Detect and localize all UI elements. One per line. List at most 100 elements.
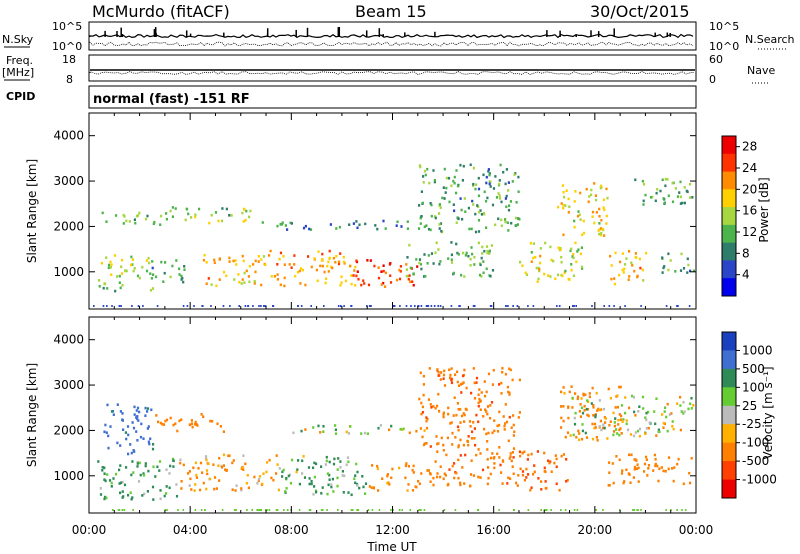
heatmap-cell [332, 490, 335, 493]
heatmap-cell [350, 274, 353, 277]
heatmap-cell [599, 186, 602, 190]
heatmap-cell [384, 271, 387, 275]
heatmap-cell [634, 414, 637, 417]
heatmap-cell [182, 463, 185, 467]
heatmap-cell [182, 280, 185, 284]
heatmap-cell [679, 180, 682, 184]
heatmap-cell [419, 222, 422, 225]
heatmap-cell [679, 404, 682, 407]
heatmap-cell [667, 456, 671, 459]
heatmap-cell [135, 409, 138, 412]
colorbar-tick-label: -1000 [742, 473, 777, 487]
heatmap-cell [417, 479, 420, 483]
heatmap-cell [669, 259, 672, 262]
ground-scatter-cell [123, 509, 126, 511]
ground-scatter-cell [222, 305, 225, 307]
heatmap-cell [376, 467, 379, 471]
heatmap-cell [658, 430, 661, 434]
heatmap-cell [303, 476, 307, 479]
heatmap-cell [382, 281, 385, 285]
colorbar-swatch [722, 424, 736, 444]
heatmap-cell [451, 431, 454, 435]
heatmap-cell [486, 458, 489, 461]
heatmap-cell [573, 200, 576, 203]
heatmap-cell [200, 413, 203, 416]
heatmap-cell [172, 465, 175, 468]
heatmap-cell [654, 422, 657, 426]
heatmap-cell [179, 458, 182, 462]
y-tick-label: 4000 [53, 129, 84, 143]
heatmap-cell [162, 423, 166, 426]
heatmap-cell [513, 173, 516, 176]
heatmap-cell [571, 396, 574, 400]
heatmap-cell [586, 399, 589, 402]
heatmap-cell [507, 476, 510, 480]
heatmap-cell [102, 286, 105, 290]
heatmap-cell [205, 261, 208, 264]
heatmap-cell [503, 428, 506, 431]
heatmap-cell [524, 271, 527, 275]
heatmap-cell [483, 190, 486, 194]
heatmap-cell [434, 251, 437, 255]
heatmap-cell [561, 184, 564, 187]
heatmap-cell [210, 213, 213, 217]
heatmap-cell [453, 396, 456, 399]
heatmap-cell [637, 480, 640, 483]
heatmap-cell [221, 466, 224, 469]
nsky-tick-bottom: 10^0 [52, 40, 82, 53]
heatmap-cell [131, 496, 134, 499]
heatmap-cell [485, 432, 488, 436]
heatmap-cell [146, 427, 149, 430]
heatmap-cell [490, 401, 494, 404]
heatmap-cell [644, 193, 647, 197]
heatmap-cell [406, 489, 409, 492]
heatmap-cell [418, 258, 422, 261]
heatmap-cell [372, 486, 375, 490]
heatmap-cell [459, 163, 462, 167]
heatmap-cell [391, 467, 394, 471]
heatmap-cell [504, 220, 507, 224]
heatmap-cell [603, 426, 606, 430]
heatmap-cell [450, 253, 453, 257]
heatmap-cell [185, 207, 189, 211]
ground-scatter-cell [572, 305, 574, 307]
heatmap-cell [227, 454, 230, 458]
heatmap-cell [119, 444, 122, 447]
heatmap-cell [313, 475, 316, 479]
heatmap-cell [190, 216, 193, 219]
heatmap-cell [591, 437, 595, 441]
heatmap-cell [297, 459, 300, 462]
heatmap-cell [459, 197, 462, 200]
heatmap-cell [604, 421, 607, 424]
heatmap-cell [411, 489, 415, 492]
ground-scatter-cell [507, 305, 509, 307]
heatmap-cell [576, 395, 580, 399]
heatmap-cell [690, 407, 693, 410]
heatmap-cell [252, 263, 255, 266]
heatmap-cell [172, 459, 175, 463]
heatmap-cell [107, 263, 111, 267]
heatmap-cell [300, 429, 303, 433]
freq-tick-top: 18 [62, 53, 76, 66]
heatmap-cell [175, 259, 178, 262]
heatmap-cell [502, 170, 505, 174]
heatmap-cell [425, 224, 428, 227]
heatmap-cell [591, 422, 594, 426]
nave-label: Nave [747, 64, 775, 77]
ground-scatter-cell [257, 509, 260, 511]
colorbar-swatch [722, 479, 736, 499]
ground-scatter-cell [244, 305, 247, 307]
heatmap-cell [538, 268, 541, 271]
heatmap-cell [662, 469, 665, 473]
heatmap-cell [131, 263, 134, 266]
heatmap-cell [307, 255, 310, 258]
heatmap-cell [609, 254, 612, 258]
heatmap-cell [420, 267, 423, 271]
heatmap-cell [260, 258, 263, 261]
heatmap-cell [147, 256, 150, 260]
heatmap-cell [566, 479, 569, 482]
heatmap-cell [176, 429, 179, 433]
heatmap-cell [661, 413, 664, 416]
ground-scatter-cell [102, 305, 105, 307]
